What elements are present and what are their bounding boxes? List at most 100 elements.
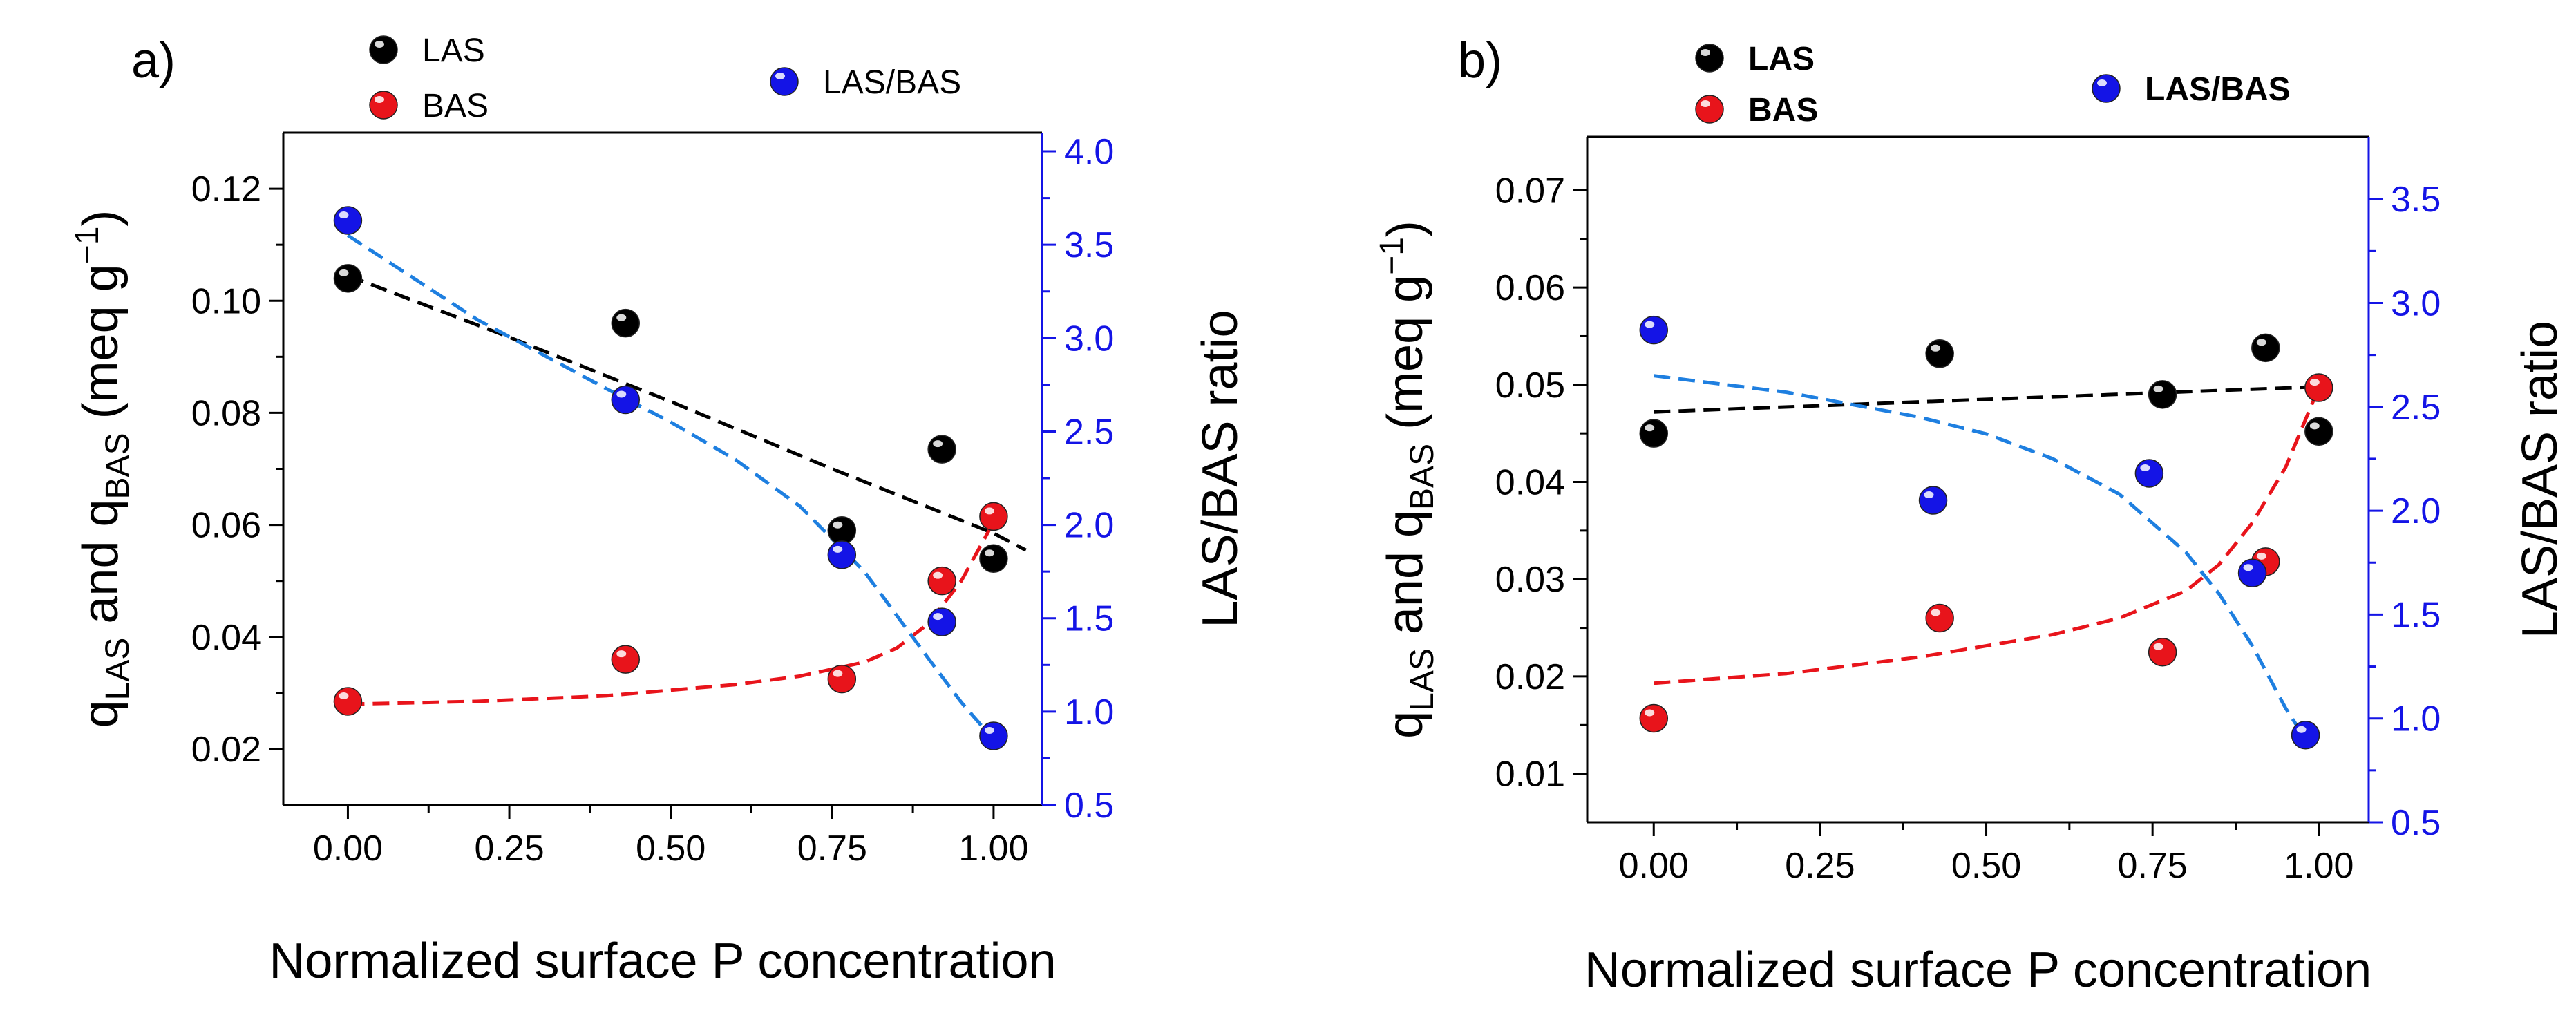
panel-a-las-point-highlight [933, 440, 943, 448]
panel-b-legend-ratio-marker-body [2092, 74, 2121, 103]
panel-b-y-tick-label: 0.02 [1495, 657, 1565, 697]
panel-b-x-axis-title: Normalized surface P concentration [1584, 943, 2371, 998]
panel-a-x-tick-label: 0.50 [636, 829, 705, 869]
panel-a-las-point-body [827, 515, 857, 545]
panel-b-las-point-body [2148, 380, 2177, 409]
panel-a-y-title-close: ) [73, 210, 129, 227]
panel-a-y2-tick-label: 2.5 [1064, 412, 1114, 452]
panel-b-bas-point [2304, 373, 2333, 402]
panel-a-las-point [979, 544, 1008, 573]
panel-b-y-title-close: ) [1378, 220, 1433, 237]
panel-a-las-point [927, 435, 956, 464]
panel-a-bas-point-body [333, 687, 363, 716]
panel-b-x-tick-label: 1.00 [2284, 846, 2354, 886]
panel-b-legend-las-marker [1695, 44, 1724, 73]
panel-a-las-point-body [333, 264, 363, 293]
panel-b-y2-tick-label: 3.5 [2391, 180, 2441, 220]
panel-b-ratio-point-highlight [1645, 321, 1655, 328]
panel-a-las-point-highlight [339, 269, 349, 276]
panel-a-las-point-body [927, 435, 956, 464]
panel-a-ratio-point-body [333, 206, 363, 235]
panel-a-ratio-point-body [611, 385, 641, 415]
panel-b-y2-tick-label: 3.0 [2391, 283, 2441, 323]
panel-b-y-title-and: and [1378, 538, 1433, 648]
panel-b-bas-point-highlight [2309, 379, 2320, 386]
panel-b-bas-point [1639, 703, 1669, 733]
panel-a-bas-point-body [927, 566, 956, 596]
panel-a-y-tick-label: 0.12 [191, 169, 261, 209]
panel-a-y-tick-label: 0.08 [191, 393, 261, 433]
panel-a-legend-ratio-marker-body [770, 67, 799, 96]
panel-b-las-point-highlight [2256, 339, 2266, 346]
panel-b-legend-las-marker-body [1695, 44, 1724, 73]
panel-a-label: a) [131, 33, 176, 88]
panel-b-x-tick-label: 0.50 [1951, 846, 2021, 886]
panel-b-legend-bas-marker [1695, 95, 1724, 124]
panel-a-ratio-fit-line [347, 234, 995, 741]
panel-b-y-tick-label: 0.06 [1495, 268, 1565, 308]
panel-a-x-tick-label: 1.00 [958, 829, 1028, 869]
panel-b-x-tick-label: 0.25 [1785, 846, 1855, 886]
panel-a-ratio-point [611, 385, 641, 415]
panel-b-las-point-highlight [1645, 424, 1655, 432]
panel-a-y-title-sub2: BAS [100, 433, 136, 499]
panel-b-ratio-point-highlight [1924, 491, 1934, 499]
panel-b-y-tick-label: 0.04 [1495, 463, 1565, 503]
panel-a-y-tick-label: 0.02 [191, 730, 261, 770]
panel-a-legend-ratio-marker-highlight [775, 73, 785, 79]
panel-a-y-title-q2: q [73, 499, 129, 527]
panel-b: b) 0.00 0.25 0.50 0.75 1.00 0.01 0.02 0.03 0.04 0.… [1374, 33, 2568, 998]
panel-b-legend-ratio-label: LAS/BAS [2145, 71, 2291, 108]
panel-a-las-point-highlight [984, 549, 994, 557]
panel-a-bas-point-body [979, 502, 1008, 531]
panel-b-bas-point [2148, 638, 2177, 667]
panel-a: a) 0.00 0.25 0.50 0.75 1.00 0.02 0.04 0.06 0.08 0.… [69, 32, 1248, 989]
panel-b-ratio-fit-line [1653, 374, 2307, 741]
panel-b-y2-tick-label: 2.5 [2391, 388, 2441, 428]
panel-a-bas-point-highlight [616, 650, 627, 658]
panel-a-x-tick-label: 0.25 [474, 829, 544, 869]
panel-b-legend-bas-label: BAS [1748, 92, 1818, 129]
panel-b-y-title-sub2: BAS [1404, 444, 1441, 510]
panel-a-y-axis-title: qLAS and qBAS (meq g−1) [69, 210, 136, 728]
panel-a-bas-point [333, 687, 363, 716]
panel-a-legend-las-label: LAS [422, 32, 485, 69]
panel-a-y2-tick-label: 0.5 [1064, 786, 1114, 826]
panel-a-y-tick-label: 0.04 [191, 618, 261, 658]
panel-b-las-point [1925, 339, 1954, 368]
panel-a-ratio-point [979, 721, 1008, 750]
panel-b-bas-point-highlight [2256, 552, 2266, 560]
panel-b-las-point [2304, 417, 2333, 446]
panel-a-x-axis-title: Normalized surface P concentration [269, 934, 1056, 989]
panel-a-ratio-point [827, 540, 857, 569]
panel-b-x-tick-label: 0.00 [1619, 846, 1689, 886]
panel-a-ratio-point-body [827, 540, 857, 569]
panel-b-y2-tick-label: 1.0 [2391, 699, 2441, 739]
panel-a-y2-tick-label: 2.0 [1064, 506, 1114, 546]
panel-a-ratio-point-highlight [984, 726, 994, 734]
panel-b-ratio-point-body [2237, 558, 2267, 588]
panel-b-y-title-sup: −1 [1374, 237, 1410, 275]
panel-a-bas-point-body [827, 664, 857, 694]
panel-b-y-tick-label: 0.01 [1495, 755, 1565, 795]
panel-a-bas-point-highlight [933, 571, 943, 579]
panel-b-ratio-point-body [1918, 486, 1948, 515]
panel-b-legend-bas-marker-highlight [1701, 100, 1710, 107]
panel-a-legend-las-marker-body [369, 35, 398, 64]
panel-a-las-point [827, 515, 857, 545]
panel-a-y-title-sub1: LAS [100, 638, 136, 701]
panel-b-y-title-q1: q [1378, 711, 1433, 739]
panel-a-bas-point-highlight [984, 507, 994, 515]
panel-a-y-tick-label: 0.06 [191, 506, 261, 546]
panel-a-legend-las-marker [369, 35, 398, 64]
panel-b-las-point-body [1639, 419, 1669, 448]
panel-b-y2-axis-title: LAS/BAS ratio [2512, 321, 2568, 638]
panel-b-y-axis-title: qLAS and qBAS (meq g−1) [1374, 220, 1441, 739]
panel-b-bas-point-highlight [1931, 609, 1941, 616]
panel-b-bas-point-body [2148, 638, 2177, 667]
panel-a-ratio-point-highlight [933, 613, 943, 621]
panel-b-ratio-point-highlight [2296, 726, 2307, 733]
panel-b-las-point-body [2251, 333, 2280, 363]
panel-a-las-fit-line [347, 274, 1027, 552]
